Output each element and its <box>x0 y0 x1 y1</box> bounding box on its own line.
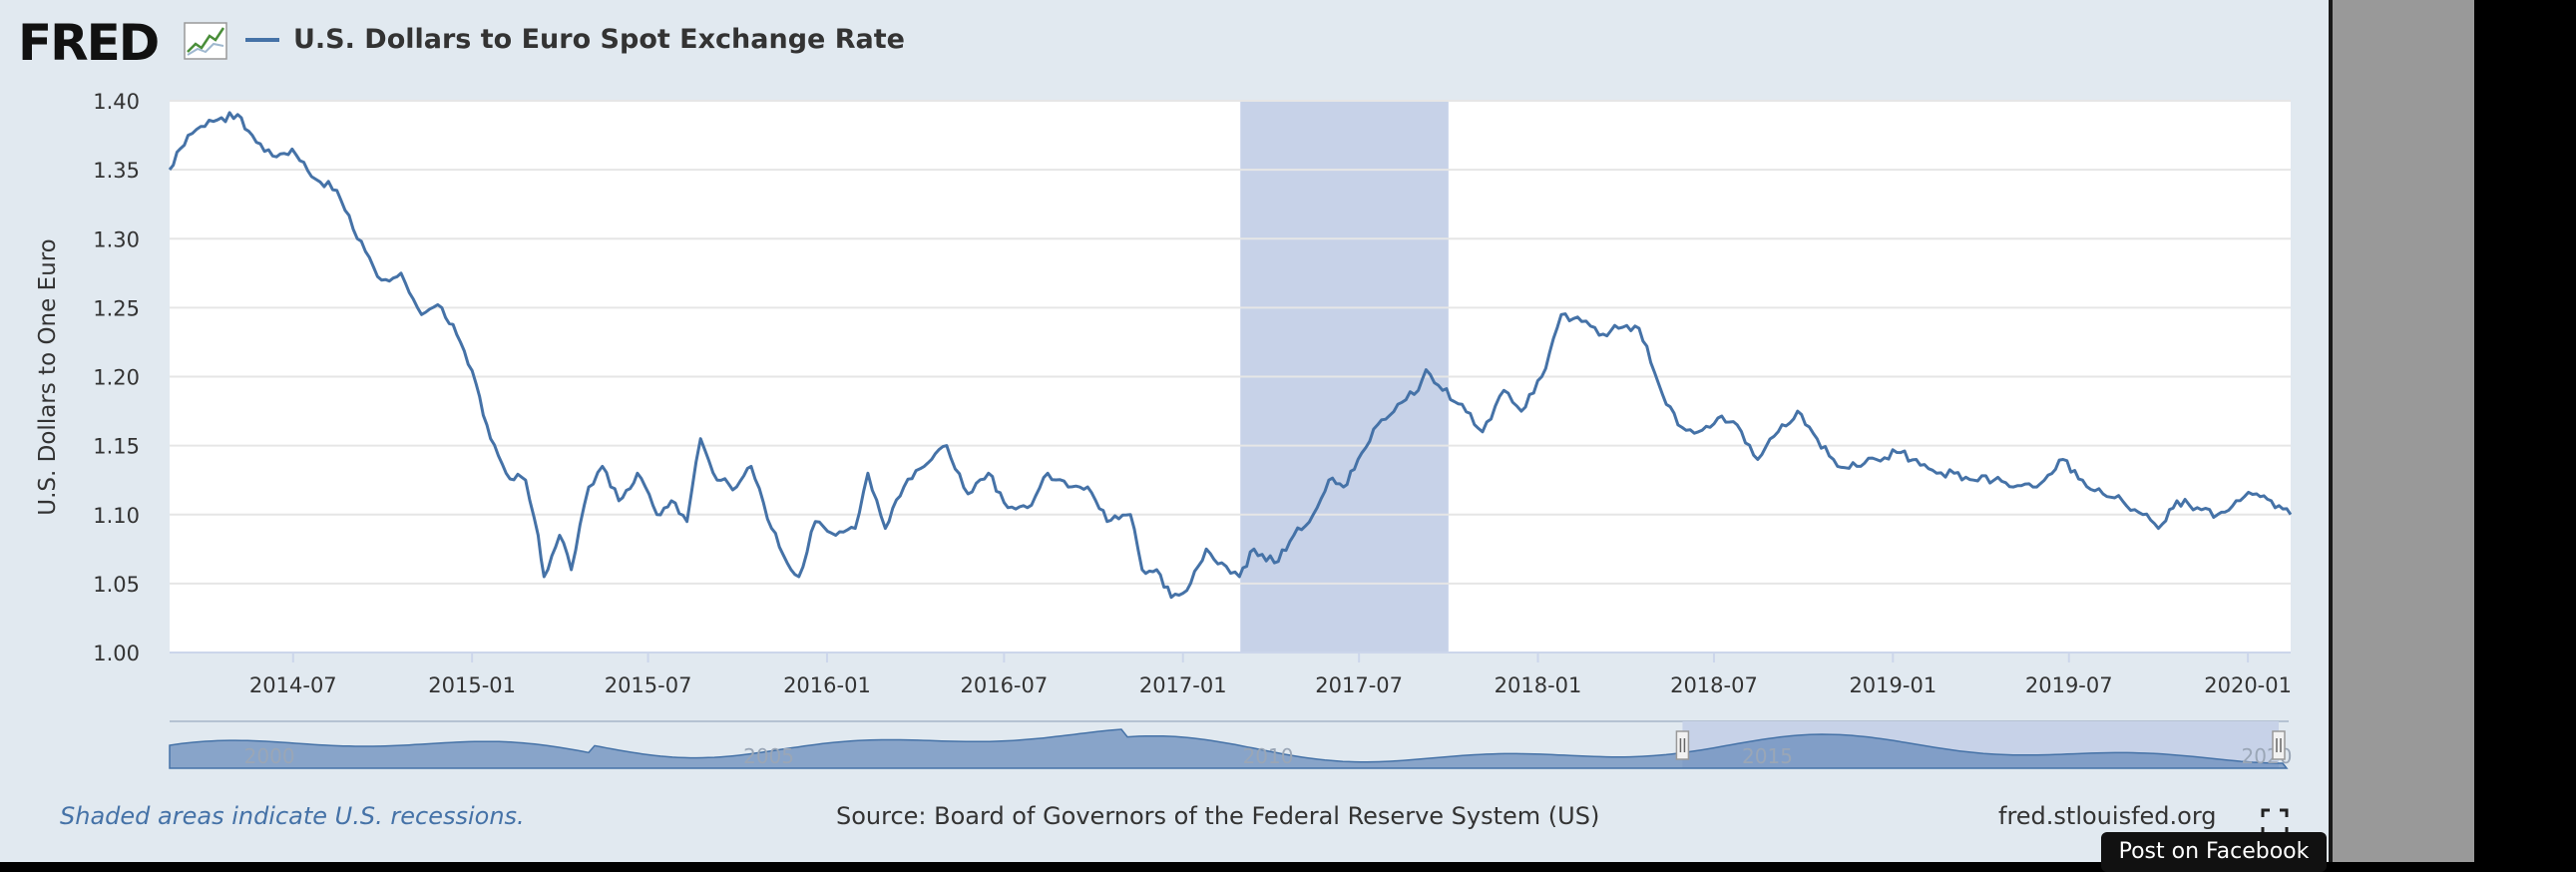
side-gray-area <box>2333 0 2474 862</box>
range-navigator[interactable]: 2000 2005 2010 2015 2020 <box>169 721 2292 769</box>
x-tick-label: 2017-07 <box>1315 673 1403 697</box>
x-tick-label: 2015-07 <box>605 673 692 697</box>
legend-swatch <box>245 37 279 42</box>
navigator-series <box>169 728 2289 769</box>
navigator-year-label: 2000 <box>244 744 295 768</box>
y-tick-label: 1.20 <box>93 366 140 390</box>
fred-logo[interactable]: FRED <box>18 14 160 72</box>
x-tick-label: 2017-01 <box>1139 673 1227 697</box>
series-line <box>168 111 2293 600</box>
y-tick-label: 1.00 <box>93 642 140 665</box>
y-tick-label: 1.05 <box>93 573 140 597</box>
side-black-area <box>2474 0 2576 862</box>
y-tick-label: 1.25 <box>93 296 140 320</box>
navigator-handle[interactable] <box>2272 730 2286 760</box>
y-tick-labels: 1.00 1.05 1.10 1.15 1.20 1.25 1.30 1.35 1.40 <box>93 90 140 665</box>
fred-graph-icon <box>184 22 227 60</box>
x-tick-labels: 2014-07 2015-01 2015-07 2016-01 2016-07 2017-… <box>249 653 2292 697</box>
x-tick-label: 2016-07 <box>960 673 1048 697</box>
panel-divider <box>2329 0 2333 862</box>
y-tick-label: 1.15 <box>93 435 140 459</box>
recession-note: Shaded areas indicate U.S. recessions. <box>60 802 525 830</box>
y-tick-label: 1.10 <box>93 504 140 528</box>
y-axis-title: U.S. Dollars to One Euro <box>35 238 61 515</box>
navigator-year-label: 2010 <box>1243 744 1294 768</box>
x-tick-label: 2016-01 <box>783 673 871 697</box>
source-text: Source: Board of Governors of the Federa… <box>836 802 1600 830</box>
grid-layer <box>170 100 2291 585</box>
navigator-year-label: 2015 <box>1742 744 1793 768</box>
y-tick-label: 1.30 <box>93 227 140 251</box>
legend-label: U.S. Dollars to Euro Spot Exchange Rate <box>293 24 905 55</box>
x-tick-label: 2014-07 <box>249 673 337 697</box>
series-layer <box>168 111 2293 600</box>
navigator-year-label: 2005 <box>743 744 794 768</box>
chart-legend[interactable]: U.S. Dollars to Euro Spot Exchange Rate <box>245 24 905 55</box>
fullscreen-icon[interactable] <box>2261 808 2289 836</box>
x-tick-label: 2018-01 <box>1495 673 1582 697</box>
x-tick-label: 2019-01 <box>1849 673 1936 697</box>
y-tick-label: 1.35 <box>93 159 140 183</box>
x-tick-label: 2018-07 <box>1670 673 1758 697</box>
y-tick-label: 1.40 <box>93 90 140 114</box>
site-link[interactable]: fred.stlouisfed.org <box>1998 802 2217 830</box>
x-tick-label: 2015-01 <box>428 673 516 697</box>
x-tick-label: 2019-07 <box>2025 673 2113 697</box>
x-tick-label: 2020-01 <box>2204 673 2292 697</box>
navigator-handle[interactable] <box>1675 730 1690 760</box>
line-chart[interactable]: 1.00 1.05 1.10 1.15 1.20 1.25 1.30 1.35 1.40 201… <box>0 0 2329 778</box>
post-on-facebook-button[interactable]: Post on Facebook <box>2101 832 2327 872</box>
